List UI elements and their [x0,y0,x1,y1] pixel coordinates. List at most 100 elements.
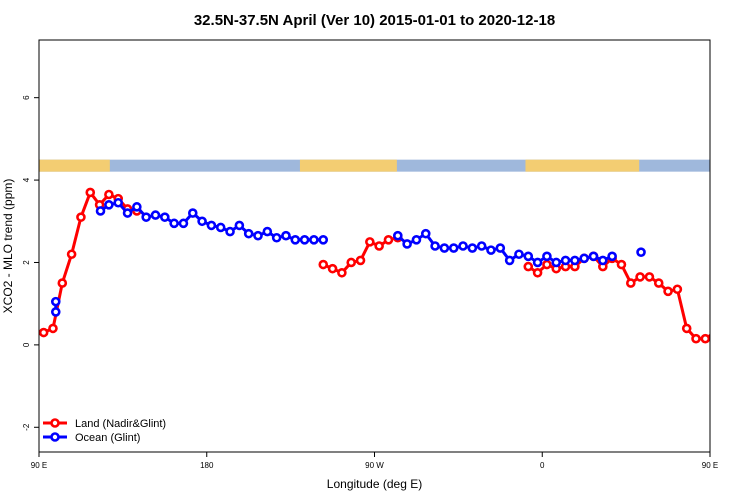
data-point [598,255,608,266]
data-point [95,206,106,216]
data-point [560,255,571,266]
legend: Land (Nadir&Glint) Ocean (Glint) [43,418,166,444]
data-point [439,243,450,253]
chart-title: 32.5N-37.5N April (Ver 10) 2015-01-01 to… [194,12,555,29]
data-point [225,226,235,237]
data-point [215,222,226,233]
data-point [76,212,86,222]
data-point [579,253,589,264]
data-point [318,235,329,245]
y-tick-label: 2 [22,260,31,265]
data-point [392,230,403,241]
data-point [150,210,161,220]
data-point [365,237,375,247]
data-point [243,228,254,239]
data-point [327,263,338,274]
data-point [337,267,347,278]
data-point [57,278,68,288]
x-tick-label: 90 W [365,461,384,470]
data-point [85,187,96,198]
data-point [636,247,646,257]
data-point [178,218,189,229]
data-point [663,286,673,297]
y-tick-label: 0 [22,342,31,347]
data-point [542,259,552,270]
data-point [299,235,310,245]
data-point [48,323,58,334]
data-point [281,230,291,241]
data-point [253,230,263,241]
data-point [39,327,49,338]
data-point [486,245,496,255]
y-tick-label: -2 [22,423,31,431]
data-point [66,249,77,260]
data-point [672,284,683,295]
land-band [39,159,110,172]
data-point [122,208,133,218]
series-ocean [50,197,727,317]
data-point [691,333,701,344]
data-point [523,251,534,262]
x-tick-label: 90 E [31,461,47,470]
data-point [532,267,543,278]
data-point [681,323,692,334]
land-ocean-strip [39,159,710,172]
land-band [299,159,397,172]
data-point [495,243,506,253]
data-point [346,257,357,268]
legend-marker [50,432,60,442]
series-land [39,187,710,344]
series-line [725,302,727,312]
data-point [448,243,459,253]
x-tick-label: 90 E [702,461,718,470]
data-point [625,278,636,288]
data-point [430,241,440,251]
data-point [383,235,394,245]
x-tick-label: 0 [540,461,545,470]
data-point [355,255,366,266]
data-point [616,259,627,270]
data-point [318,259,329,270]
data-point [644,272,655,282]
data-point [271,232,282,243]
data-point [523,261,534,272]
data-point [262,226,273,237]
y-axis-label: XCO2 - MLO trend (ppm) [1,179,15,314]
x-tick-label: 180 [200,461,214,470]
data-point [374,241,384,251]
plot-frame [38,39,711,453]
data-point [570,255,580,266]
data-point [588,251,599,262]
data-point [309,235,319,245]
gridlines: 90 E 180 90 W 0 90 E -2 0 2 4 6 [22,95,718,470]
data-point [458,241,468,251]
y-tick-label: 6 [22,95,31,100]
data-point [160,212,170,222]
data-point [234,220,245,231]
data-point [467,243,478,253]
data-point [653,278,664,288]
data-point [476,241,487,251]
data-point [607,251,617,262]
data-point [104,189,114,200]
data-point [113,197,124,208]
legend-marker [50,418,60,428]
data-point [532,257,543,268]
data-point [50,307,61,317]
y-tick-label: 4 [22,177,31,182]
data-point [104,200,114,210]
data-point [700,333,710,344]
data-point [514,249,524,260]
data-point [50,296,61,307]
data-point [542,251,552,262]
data-point [420,228,431,239]
data-point [290,235,301,245]
land-band [525,159,640,172]
legend-label: Ocean (Glint) [75,432,140,444]
data-point [141,212,151,222]
data-point [635,272,645,282]
series-lines [39,187,727,344]
data-point [169,218,179,229]
data-point [206,220,217,231]
